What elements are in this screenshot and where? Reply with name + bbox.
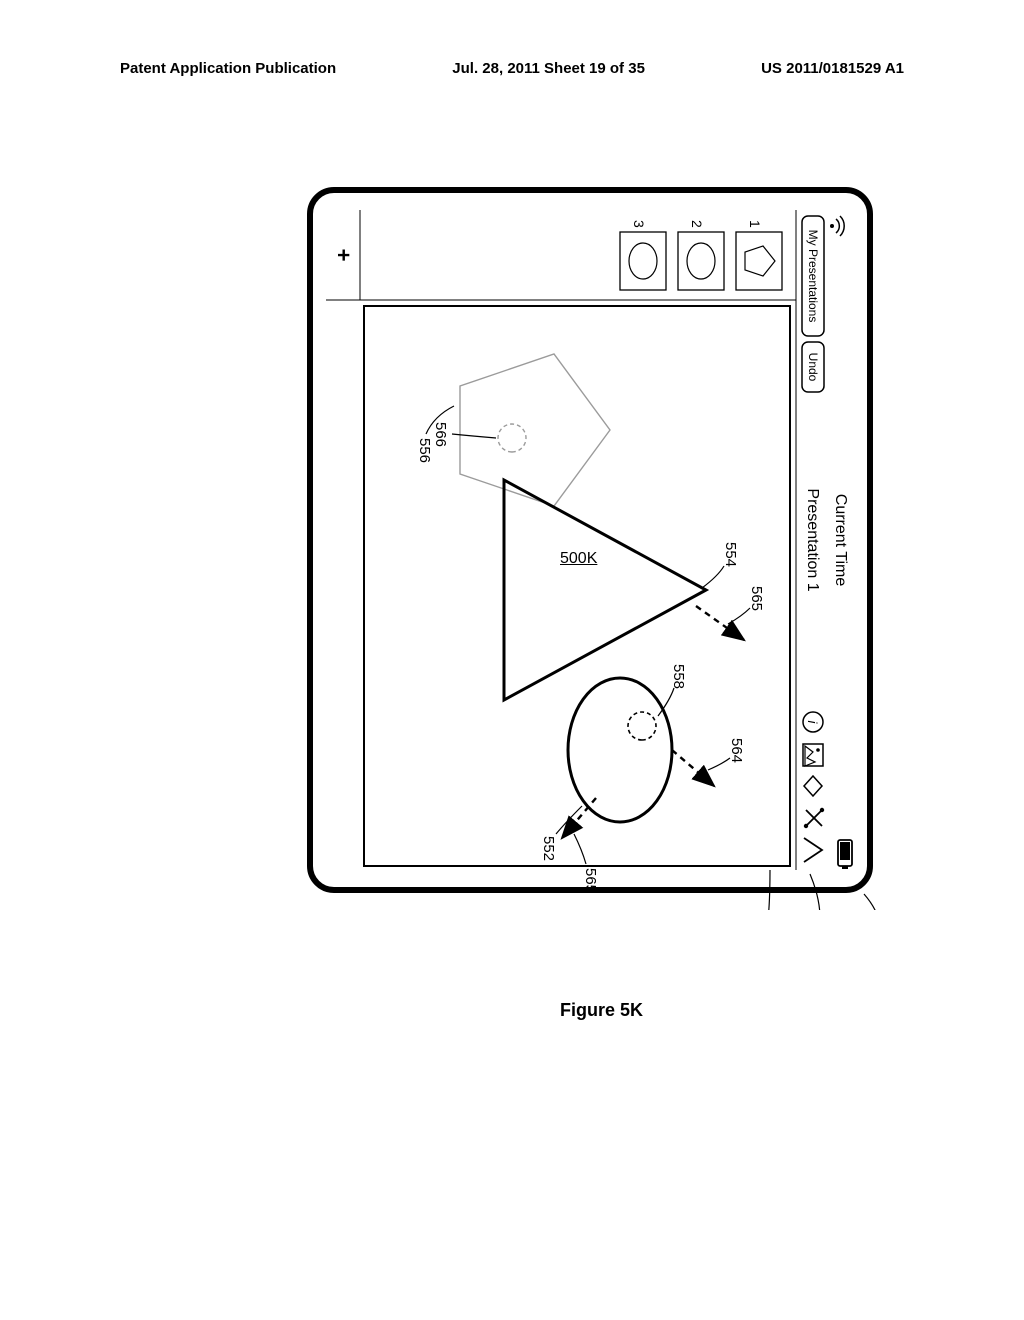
patent-figure: Current Time My Presentations Undo Prese… (180, 170, 920, 910)
toolbar-title: Presentation 1 (804, 488, 821, 591)
header-left: Patent Application Publication (120, 60, 336, 77)
slide-index-2: 2 (689, 220, 705, 228)
header-center: Jul. 28, 2011 Sheet 19 of 35 (452, 60, 645, 77)
my-presentations-label: My Presentations (806, 230, 820, 323)
svg-text:565: 565 (582, 868, 599, 893)
status-time: Current Time (832, 494, 849, 587)
svg-text:565: 565 (748, 586, 765, 611)
undo-label: Undo (806, 353, 820, 382)
svg-text:556: 556 (416, 438, 433, 463)
svg-text:558: 558 (670, 664, 687, 689)
svg-text:552: 552 (540, 836, 557, 861)
header-right: US 2011/0181529 A1 (761, 60, 904, 77)
figure-label: Figure 5K (560, 1000, 643, 1021)
svg-text:554: 554 (722, 542, 739, 567)
svg-text:566: 566 (432, 422, 449, 447)
slide-index-1: 1 (747, 220, 763, 228)
image-icon-sun (816, 748, 820, 752)
page-header: Patent Application Publication Jul. 28, … (0, 60, 1024, 77)
svg-text:564: 564 (728, 738, 745, 763)
slide-index-3: 3 (631, 220, 647, 228)
figure-svg: Current Time My Presentations Undo Prese… (180, 170, 920, 910)
add-slide-button[interactable]: + (331, 249, 356, 262)
figure-ref: 500K (560, 550, 597, 568)
device-frame (310, 190, 870, 890)
